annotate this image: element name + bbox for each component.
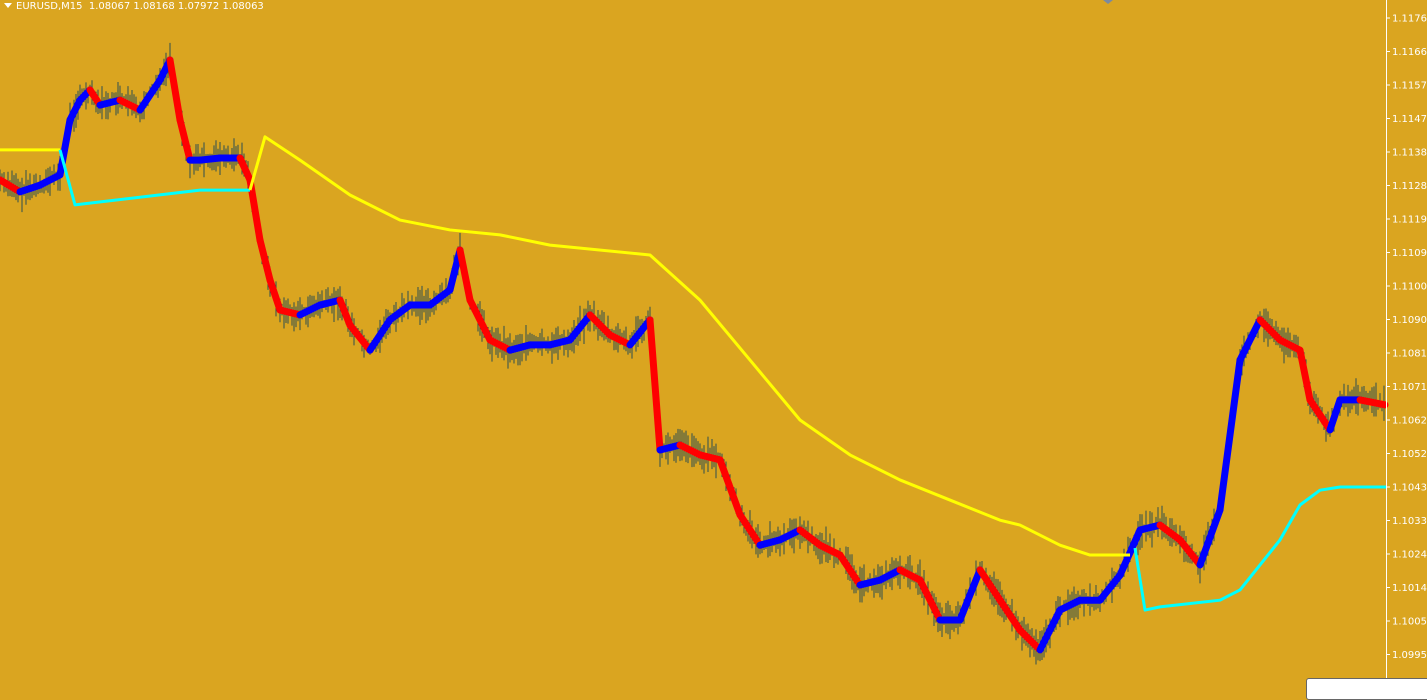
bull-segment <box>1196 506 1224 569</box>
price-axis[interactable]: 1.11760 1.11665 1.11570 1.11475 1.11380 1.112… <box>1386 14 1427 662</box>
bull-segment <box>36 171 64 189</box>
y-tick-label: 1.10145 <box>1392 583 1427 594</box>
bear-segment <box>466 296 494 344</box>
bear-segment <box>796 526 824 549</box>
bear-segment <box>1356 396 1389 409</box>
bull-segment <box>1116 526 1144 579</box>
bull-segment <box>1056 596 1084 614</box>
bull-segment <box>1236 316 1264 364</box>
bear-segment <box>1256 316 1284 344</box>
y-tick-label: 1.11380 <box>1392 148 1427 159</box>
bear-segment <box>676 441 704 459</box>
bull-segment <box>1326 396 1344 434</box>
y-tick-label: 1.10905 <box>1392 315 1427 326</box>
bear-segment <box>1156 521 1184 544</box>
bull-segment <box>296 301 324 319</box>
bull-segment <box>1216 356 1244 514</box>
bull-segment <box>136 76 164 114</box>
y-tick-label: 1.11285 <box>1392 181 1427 192</box>
price-line <box>0 56 1389 654</box>
bear-segment <box>256 236 274 284</box>
y-tick-label: 1.11760 <box>1392 14 1427 25</box>
bear-segment <box>976 566 1004 604</box>
y-tick-label: 1.11665 <box>1392 47 1427 58</box>
y-tick-label: 1.10335 <box>1392 516 1427 527</box>
bull-segment <box>1096 571 1124 604</box>
bear-segment <box>996 596 1024 634</box>
bull-segment <box>366 316 394 354</box>
bull-segment <box>1036 606 1064 654</box>
bull-segment <box>56 116 74 179</box>
bull-segment <box>776 526 804 544</box>
bear-segment <box>896 566 924 584</box>
y-tick-label: 1.10525 <box>1392 449 1427 460</box>
bear-segment <box>1276 336 1304 354</box>
y-tick-label: 1.10620 <box>1392 416 1427 427</box>
chart-shift-marker-icon[interactable] <box>1103 0 1113 4</box>
bull-segment <box>386 301 414 324</box>
dropdown-triangle-icon[interactable] <box>4 3 12 8</box>
moving-average <box>0 135 1386 612</box>
bear-segment <box>586 311 614 339</box>
bear-segment <box>266 276 284 314</box>
bull-segment <box>16 181 44 196</box>
bear-segment <box>916 576 944 624</box>
bear-segment <box>606 331 634 349</box>
y-tick-label: 1.11095 <box>1392 248 1427 259</box>
bear-segment <box>336 296 354 329</box>
bear-segment <box>1306 396 1334 434</box>
bear-segment <box>486 336 514 354</box>
bear-segment <box>346 321 374 354</box>
y-tick-label: 1.10430 <box>1392 483 1427 494</box>
ohlc-values: 1.08067 1.08168 1.07972 1.08063 <box>88 1 264 12</box>
bear-segment <box>716 456 744 519</box>
bear-segment <box>116 96 144 114</box>
bear-segment <box>1296 346 1314 404</box>
bear-segment <box>1016 626 1044 654</box>
price-chart[interactable]: 1.11760 1.11665 1.11570 1.11475 1.11380 1.112… <box>0 0 1427 684</box>
bull-segment <box>626 316 654 349</box>
y-tick-label: 1.09955 <box>1392 650 1427 661</box>
bear-segment <box>736 511 764 549</box>
bear-segment <box>816 541 844 559</box>
bear-segment <box>166 56 184 124</box>
bear-segment <box>246 176 264 244</box>
y-tick-label: 1.11570 <box>1392 81 1427 92</box>
bear-segment <box>236 154 254 184</box>
chart-header: EURUSD,M15 1.08067 1.08168 1.07972 1.080… <box>4 1 264 12</box>
bull-segment <box>566 311 594 344</box>
y-tick-label: 1.10240 <box>1392 550 1427 561</box>
price-label-box <box>1306 678 1427 700</box>
bear-segment <box>456 246 474 304</box>
ma-segment-up <box>248 135 1130 557</box>
ma-segment-down <box>58 149 250 207</box>
y-tick-label: 1.10715 <box>1392 382 1427 393</box>
bull-segment <box>426 286 454 309</box>
candle-wicks <box>0 42 1385 665</box>
y-tick-label: 1.11475 <box>1392 114 1427 125</box>
bull-segment <box>876 566 904 584</box>
y-tick-label: 1.11000 <box>1392 282 1427 293</box>
bear-segment <box>646 316 664 454</box>
bear-segment <box>176 116 194 164</box>
ma-segment-down <box>1133 485 1386 612</box>
bear-segment <box>836 551 864 589</box>
y-tick-label: 1.11190 <box>1392 215 1427 226</box>
symbol-label: EURUSD,M15 <box>16 1 83 12</box>
bear-segment <box>1176 536 1204 569</box>
bull-segment <box>956 566 984 624</box>
y-tick-label: 1.10810 <box>1392 349 1427 360</box>
bear-segment <box>0 176 24 196</box>
y-tick-label: 1.10050 <box>1392 617 1427 628</box>
bull-segment <box>66 96 84 124</box>
